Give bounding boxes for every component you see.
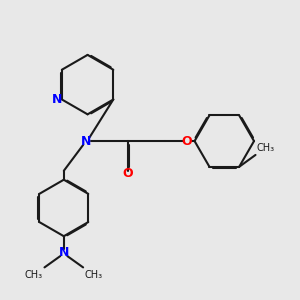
Text: CH₃: CH₃ (257, 143, 275, 153)
Text: N: N (52, 93, 62, 106)
Text: O: O (182, 135, 193, 148)
Text: CH₃: CH₃ (25, 270, 43, 280)
Text: N: N (58, 246, 69, 259)
Text: CH₃: CH₃ (85, 270, 103, 280)
Text: N: N (81, 135, 91, 148)
Text: O: O (122, 167, 133, 180)
